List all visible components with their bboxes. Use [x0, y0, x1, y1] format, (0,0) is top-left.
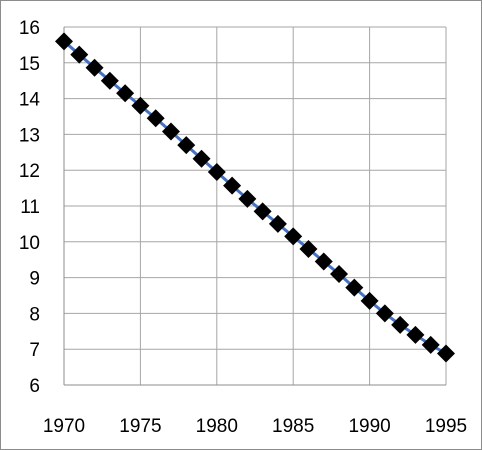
data-point-marker [131, 96, 150, 115]
data-point-marker [85, 58, 104, 77]
data-point-marker [207, 162, 226, 181]
y-tick-label: 6 [29, 376, 40, 397]
y-tick-label: 14 [19, 90, 41, 111]
data-point-marker [391, 315, 410, 334]
data-point-marker [192, 149, 211, 168]
y-tick-label: 15 [19, 54, 40, 75]
data-point-marker [345, 278, 364, 297]
x-tick-label: 1980 [196, 416, 238, 437]
data-point-marker [177, 136, 196, 155]
y-tick-label: 9 [29, 269, 40, 290]
data-point-marker [421, 335, 440, 354]
data-point-marker [253, 202, 272, 221]
x-tick-label: 1995 [425, 416, 467, 437]
y-tick-label: 10 [19, 233, 40, 254]
data-point-marker [161, 122, 180, 141]
data-point-marker [70, 45, 89, 64]
data-point-marker [437, 344, 455, 363]
y-tick-label: 8 [29, 304, 40, 325]
data-point-marker [406, 325, 425, 344]
data-point-marker [330, 265, 349, 284]
data-point-marker [100, 71, 119, 90]
x-tick-label: 1985 [272, 416, 314, 437]
data-point-marker [375, 304, 394, 323]
y-tick-label: 11 [20, 197, 40, 218]
x-tick-label: 1975 [119, 416, 161, 437]
data-point-marker [268, 214, 287, 233]
axes [63, 27, 446, 386]
data-point-marker [223, 176, 242, 195]
y-tick-label: 16 [19, 18, 40, 39]
y-tick-label: 13 [19, 125, 40, 146]
tick-labels: 6 7 8 9 10 11 12 13 14 15 16 1970 1975 1980 1985 1990 19… [19, 18, 467, 437]
data-point-marker [55, 32, 73, 51]
data-point-marker [299, 239, 318, 258]
y-tick-label: 7 [29, 340, 40, 361]
data-point-marker [146, 109, 165, 128]
data-point-marker [360, 291, 379, 310]
data-point-marker [116, 84, 135, 103]
x-tick-label: 1970 [43, 416, 85, 437]
marker-layer [55, 32, 455, 363]
data-point-marker [238, 189, 257, 208]
y-tick-label: 12 [19, 161, 40, 182]
x-tick-label: 1990 [348, 416, 390, 437]
data-point-marker [284, 227, 303, 246]
